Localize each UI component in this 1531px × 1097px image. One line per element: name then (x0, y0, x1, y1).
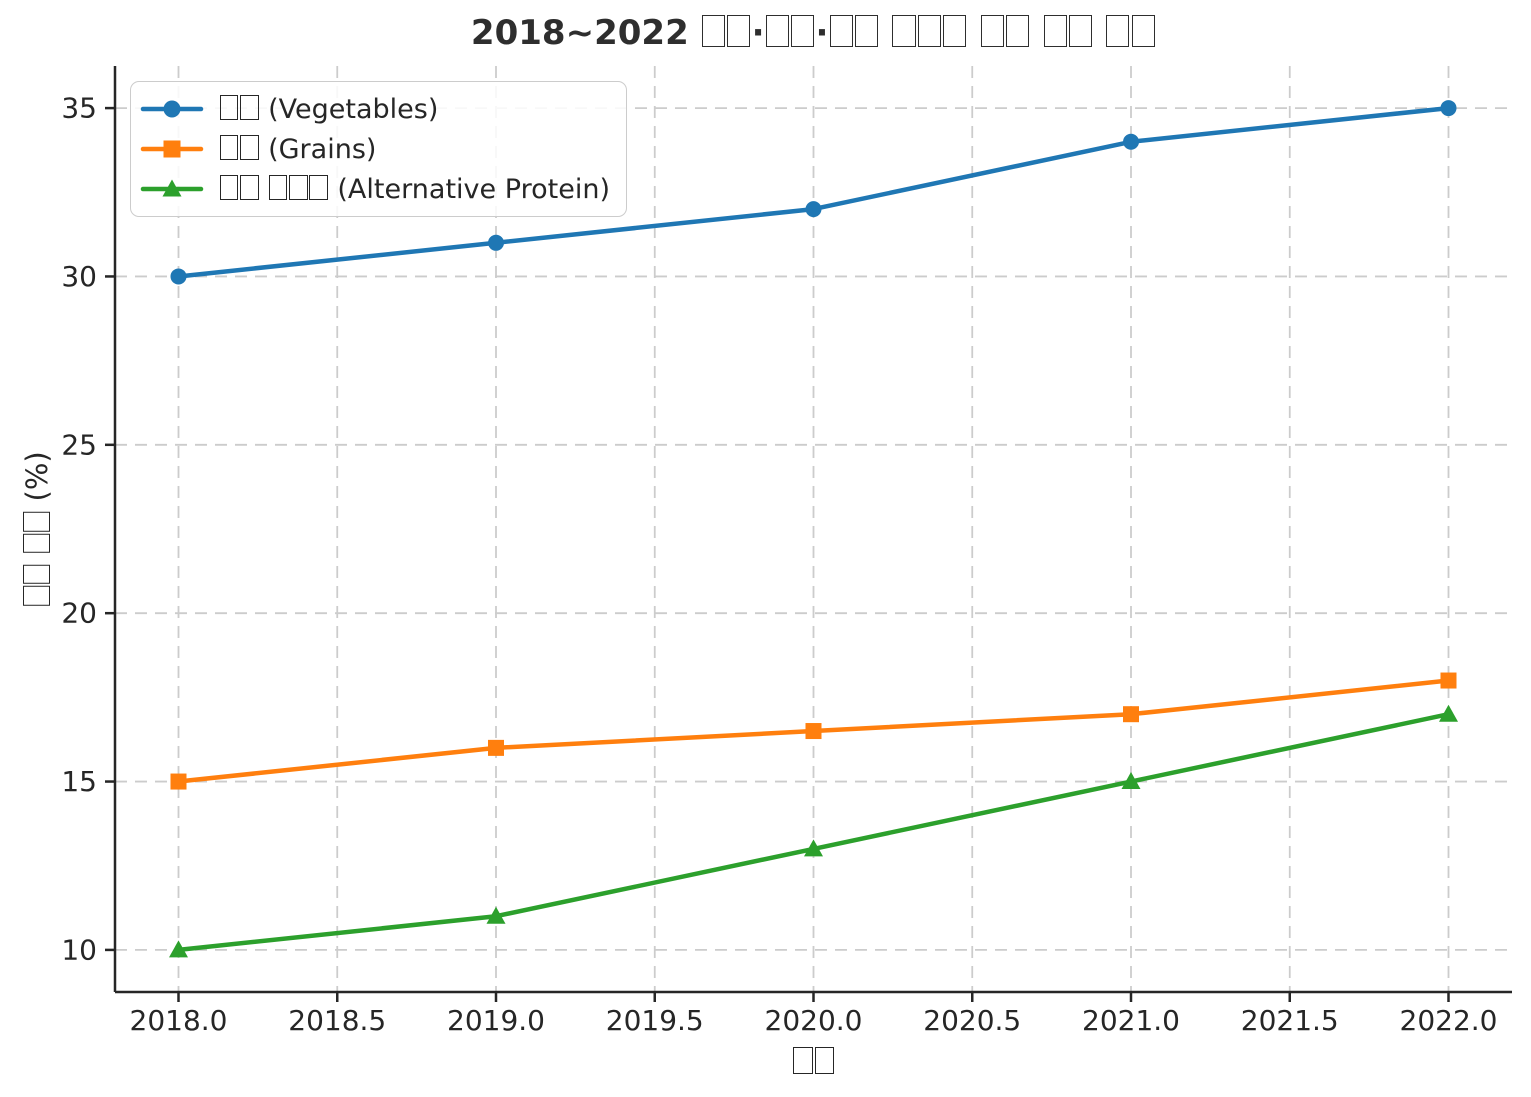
missing-glyph-box (1043, 15, 1067, 48)
missing-glyph-box (219, 174, 239, 201)
data-point-triangle-marker (169, 940, 188, 958)
x-tick-label: 2020.0 (765, 1004, 863, 1037)
missing-glyph-box (765, 15, 789, 48)
data-point-triangle-marker (486, 906, 506, 924)
data-point-square-marker (170, 773, 187, 790)
data-point-square-marker (1440, 672, 1457, 689)
missing-glyph-box (943, 15, 967, 48)
y-tick-label: 30 (61, 260, 97, 293)
missing-glyph-box (1068, 15, 1093, 48)
missing-glyph-box (219, 134, 239, 161)
missing-glyph-box (792, 1046, 813, 1074)
data-point-square-marker (488, 739, 504, 756)
x-tick-label: 2021.0 (1082, 1004, 1180, 1037)
data-point-circle-marker (1123, 133, 1139, 150)
missing-glyph-box (309, 174, 328, 201)
x-tick-label: 2018.5 (288, 1004, 386, 1037)
missing-glyph-box (219, 94, 239, 121)
legend-label: (Alternative Protein) (219, 174, 610, 205)
chart-title: 2018~2022 · · (115, 13, 1512, 53)
missing-glyph-box (1131, 15, 1155, 48)
x-tick-label: 2018.0 (130, 1004, 228, 1037)
missing-glyph-box (22, 533, 50, 554)
missing-glyph-box (701, 15, 725, 48)
missing-glyph-box (727, 15, 751, 48)
missing-glyph-box (1106, 15, 1130, 48)
missing-glyph-box (22, 586, 50, 606)
x-tick-label: 2021.5 (1241, 1004, 1339, 1037)
data-point-circle-marker (170, 268, 187, 285)
missing-glyph-box (22, 564, 50, 585)
data-point-triangle-marker (804, 839, 823, 857)
legend-square-marker-icon (140, 140, 204, 158)
y-tick-label: 25 (61, 428, 97, 461)
x-tick-label: 2019.5 (606, 1004, 704, 1037)
legend-entry-1: (Vegetables) (140, 89, 610, 129)
data-point-circle-marker (805, 201, 822, 218)
data-point-triangle-marker (1121, 772, 1141, 790)
y-tick-label: 10 (61, 933, 97, 966)
data-point-triangle-marker (1439, 704, 1458, 722)
missing-glyph-box (814, 1046, 835, 1074)
missing-glyph-box (22, 511, 50, 532)
data-point-circle-marker (488, 234, 504, 251)
missing-glyph-box (917, 15, 941, 48)
legend-label: (Vegetables) (219, 94, 438, 125)
missing-glyph-box (829, 15, 853, 48)
data-point-square-marker (805, 723, 822, 740)
legend-label: (Grains) (219, 134, 376, 165)
missing-glyph-box (240, 134, 259, 161)
data-point-circle-marker (1440, 100, 1457, 117)
missing-glyph-box (791, 15, 815, 48)
legend-entry-2: (Grains) (140, 129, 610, 169)
missing-glyph-box (855, 15, 879, 48)
data-point-square-marker (1123, 706, 1139, 723)
missing-glyph-box (269, 174, 288, 201)
missing-glyph-box (1006, 15, 1030, 48)
missing-glyph-box (892, 15, 916, 48)
x-axis-label (115, 1044, 1512, 1078)
x-tick-label: 2020.5 (923, 1004, 1021, 1037)
legend: (Vegetables) (Grains) (Alternative Prote… (130, 81, 628, 217)
legend-entry-3: (Alternative Protein) (140, 169, 610, 209)
legend-circle-marker-icon (140, 100, 204, 118)
missing-glyph-box (980, 15, 1004, 48)
x-tick-label: 2019.0 (447, 1004, 545, 1037)
y-axis-label: (%) (20, 451, 54, 607)
missing-glyph-box (240, 94, 259, 121)
y-tick-label: 20 (61, 597, 97, 630)
y-tick-label: 35 (61, 92, 97, 125)
x-tick-label: 2022.0 (1400, 1004, 1498, 1037)
legend-triangle-marker-icon (140, 179, 204, 197)
missing-glyph-box (240, 174, 259, 201)
y-tick-label: 15 (61, 765, 97, 798)
missing-glyph-box (289, 174, 308, 201)
